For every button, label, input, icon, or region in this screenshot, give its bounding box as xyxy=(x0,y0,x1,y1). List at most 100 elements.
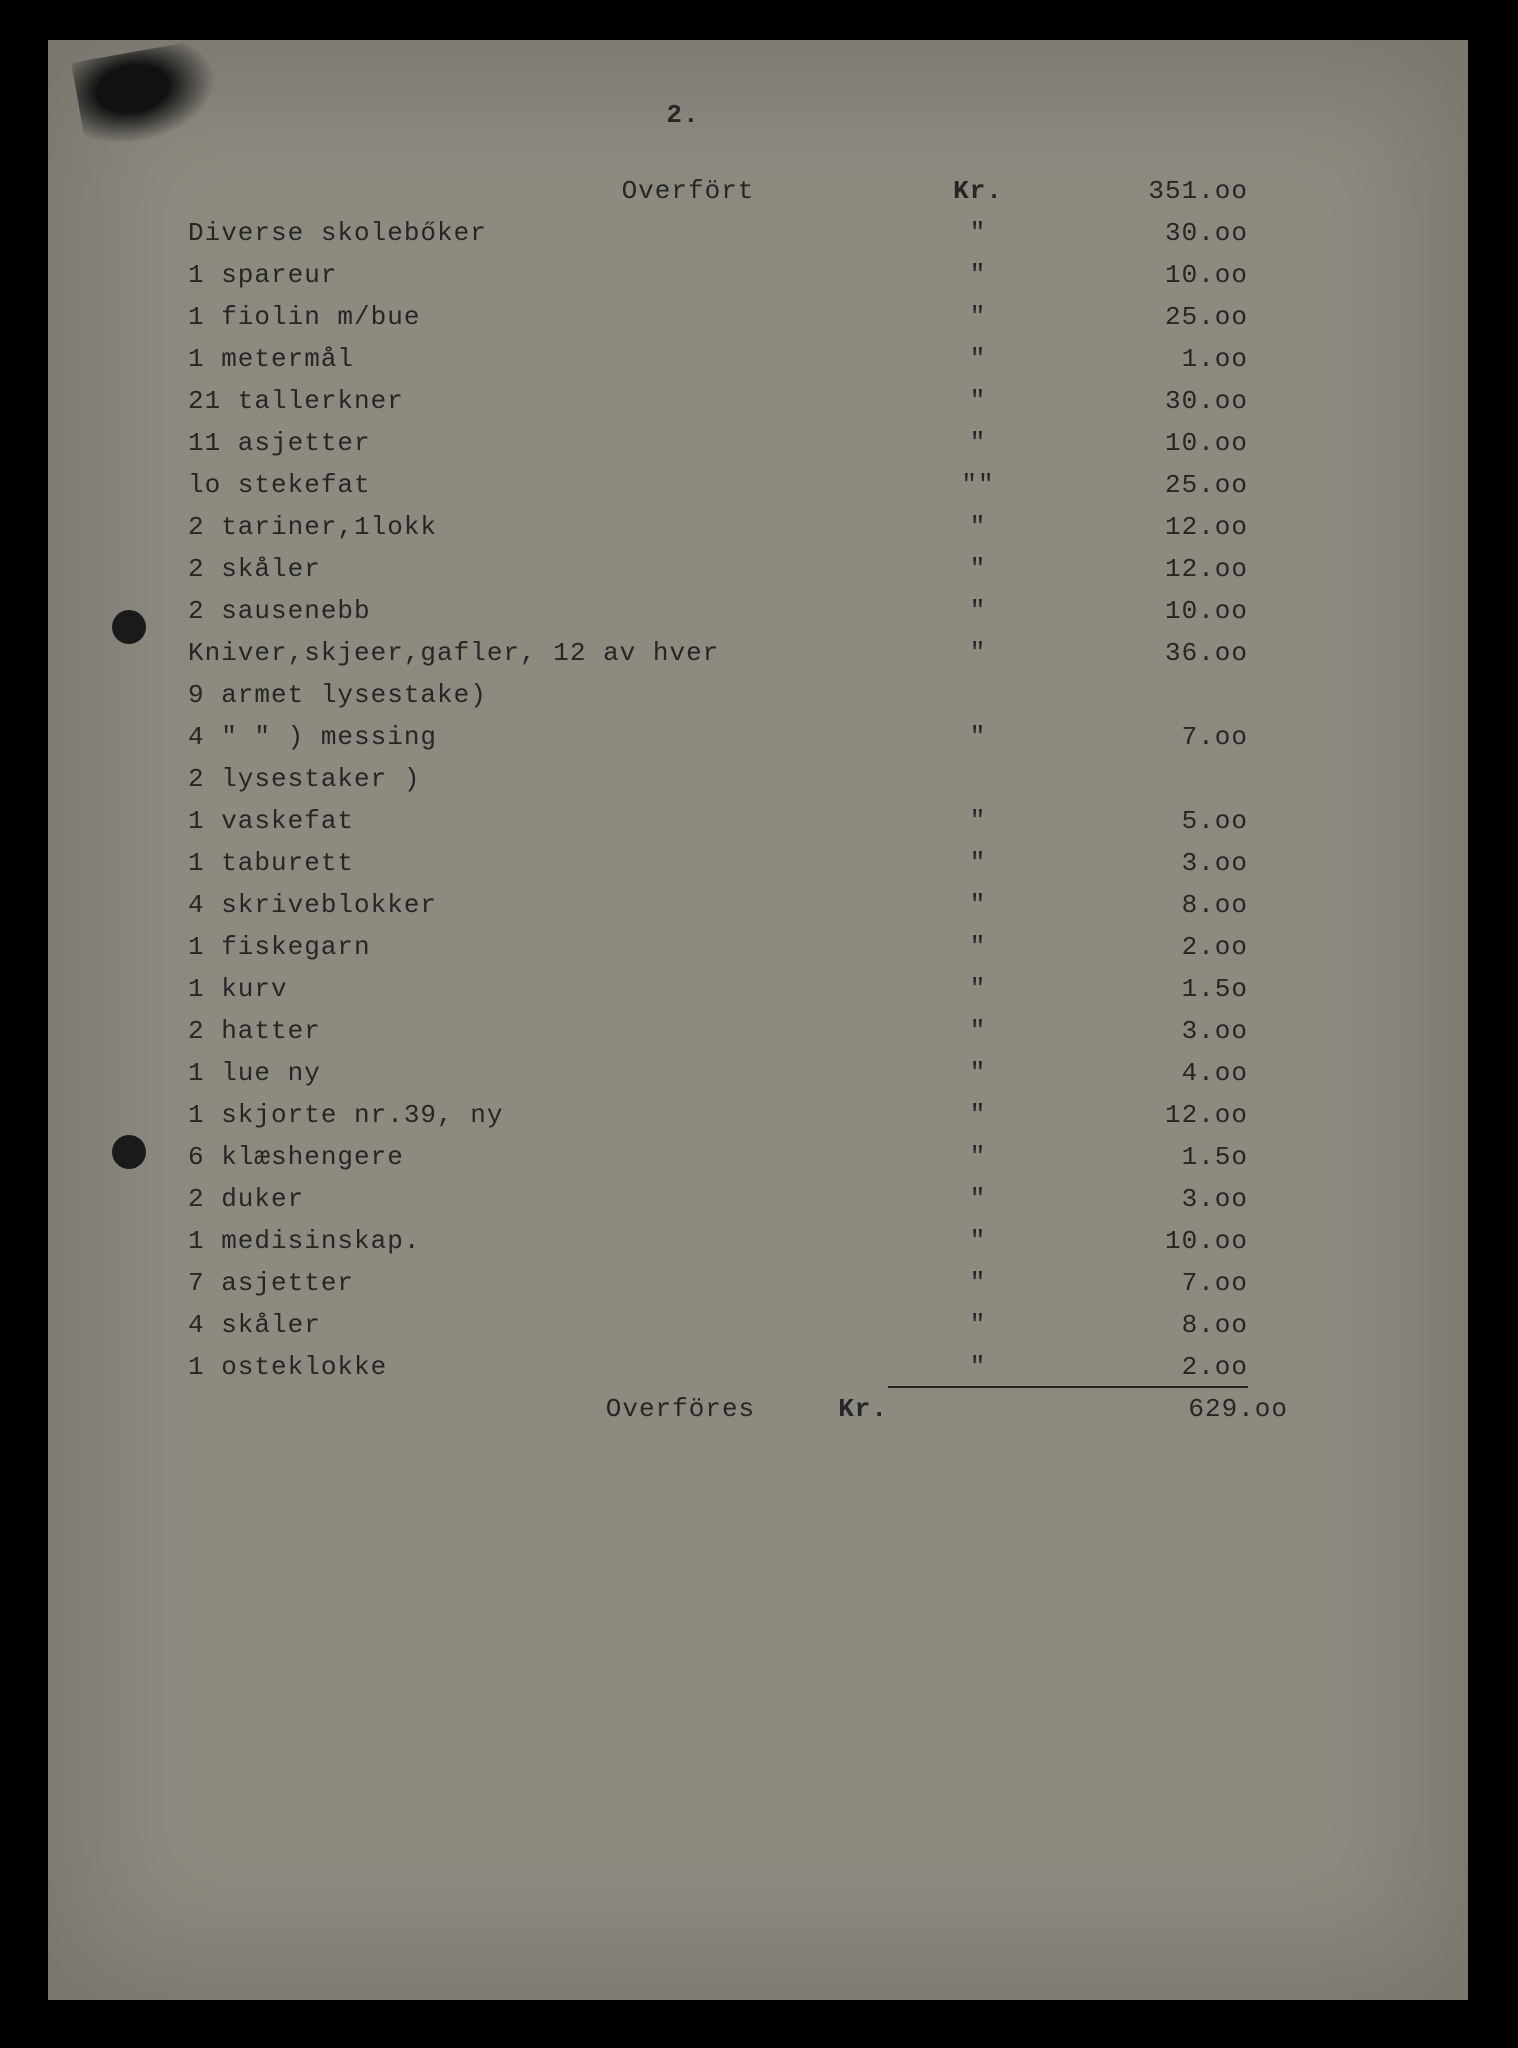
item-row: 1 osteklokke"2.oo xyxy=(188,1346,1378,1388)
item-ditto-mark: " xyxy=(888,254,1068,296)
item-amount: 25.oo xyxy=(1068,464,1248,506)
footer-label-text: Overföres xyxy=(606,1394,755,1424)
item-row: 2 sausenebb"10.oo xyxy=(188,590,1378,632)
item-description: 1 lue ny xyxy=(188,1052,888,1094)
item-ditto-mark: " xyxy=(888,1178,1068,1220)
item-row: 6 klæshengere"1.5o xyxy=(188,1136,1378,1178)
item-ditto-mark: " xyxy=(888,968,1068,1010)
item-row: 2 duker"3.oo xyxy=(188,1178,1378,1220)
item-ditto-mark: "" xyxy=(888,464,1068,506)
item-description: Diverse skolebőker xyxy=(188,212,888,254)
item-amount: 10.oo xyxy=(1068,590,1248,632)
item-row: 1 vaskefat"5.oo xyxy=(188,800,1378,842)
item-amount xyxy=(1068,674,1248,716)
item-row: 2 skåler"12.oo xyxy=(188,548,1378,590)
item-amount: 3.oo xyxy=(1068,842,1248,884)
item-description: 7 asjetter xyxy=(188,1262,888,1304)
header-amount: 351.oo xyxy=(1068,170,1248,212)
item-amount: 5.oo xyxy=(1068,800,1248,842)
item-amount: 10.oo xyxy=(1068,254,1248,296)
item-ditto-mark: " xyxy=(888,548,1068,590)
item-ditto-mark: " xyxy=(888,632,1068,674)
item-description: 2 hatter xyxy=(188,1010,888,1052)
item-amount: 10.oo xyxy=(1068,422,1248,464)
item-description: 1 osteklokke xyxy=(188,1346,888,1388)
item-ditto-mark: " xyxy=(888,1094,1068,1136)
item-description: 2 lysestaker ) xyxy=(188,758,888,800)
item-description: 4 skriveblokker xyxy=(188,884,888,926)
item-amount: 12.oo xyxy=(1068,506,1248,548)
item-ditto-mark: " xyxy=(888,926,1068,968)
punch-hole xyxy=(112,610,146,644)
item-description: 1 taburett xyxy=(188,842,888,884)
item-amount: 12.oo xyxy=(1068,1094,1248,1136)
item-amount: 7.oo xyxy=(1068,716,1248,758)
item-ditto-mark: " xyxy=(888,1220,1068,1262)
item-row: 1 spareur"10.oo xyxy=(188,254,1378,296)
item-amount: 4.oo xyxy=(1068,1052,1248,1094)
item-ditto-mark xyxy=(888,674,1068,716)
item-row: 1 kurv"1.5o xyxy=(188,968,1378,1010)
item-description: 1 skjorte nr.39, ny xyxy=(188,1094,888,1136)
item-row: 1 skjorte nr.39, ny"12.oo xyxy=(188,1094,1378,1136)
item-ditto-mark: " xyxy=(888,338,1068,380)
footer-row: Overföres Kr. 629.oo xyxy=(188,1388,1378,1430)
item-ditto-mark: " xyxy=(888,1010,1068,1052)
item-row: Diverse skolebőker"30.oo xyxy=(188,212,1378,254)
item-row: 4 skåler"8.oo xyxy=(188,1304,1378,1346)
item-ditto-mark: " xyxy=(888,422,1068,464)
item-ditto-mark: " xyxy=(888,380,1068,422)
item-row: 1 taburett"3.oo xyxy=(188,842,1378,884)
item-description: Kniver,skjeer,gafler, 12 av hver xyxy=(188,632,888,674)
item-amount: 36.oo xyxy=(1068,632,1248,674)
item-amount: 30.oo xyxy=(1068,212,1248,254)
item-row: 1 fiolin m/bue"25.oo xyxy=(188,296,1378,338)
item-amount: 2.oo xyxy=(1068,1346,1248,1388)
item-amount: 8.oo xyxy=(1068,884,1248,926)
item-amount: 12.oo xyxy=(1068,548,1248,590)
item-description: 9 armet lysestake) xyxy=(188,674,888,716)
header-row: Overfört Kr. 351.oo xyxy=(188,170,1378,212)
item-ditto-mark: " xyxy=(888,1052,1068,1094)
item-ditto-mark: " xyxy=(888,1346,1068,1388)
item-description: 2 skåler xyxy=(188,548,888,590)
item-description: 2 tariner,1lokk xyxy=(188,506,888,548)
item-description: 1 fiskegarn xyxy=(188,926,888,968)
footer-currency: Kr. xyxy=(838,1394,888,1424)
punch-hole xyxy=(112,1135,146,1169)
item-row: 2 lysestaker ) xyxy=(188,758,1378,800)
header-currency: Kr. xyxy=(888,170,1068,212)
item-amount: 25.oo xyxy=(1068,296,1248,338)
item-description: 1 medisinskap. xyxy=(188,1220,888,1262)
item-amount: 3.oo xyxy=(1068,1010,1248,1052)
item-description: 1 metermål xyxy=(188,338,888,380)
item-ditto-mark: " xyxy=(888,506,1068,548)
item-ditto-mark: " xyxy=(888,1304,1068,1346)
item-amount: 1.oo xyxy=(1068,338,1248,380)
item-description: 1 kurv xyxy=(188,968,888,1010)
item-row: 2 hatter"3.oo xyxy=(188,1010,1378,1052)
header-label: Overfört xyxy=(188,170,888,212)
item-row: 9 armet lysestake) xyxy=(188,674,1378,716)
item-ditto-mark: " xyxy=(888,590,1068,632)
item-description: 4 skåler xyxy=(188,1304,888,1346)
item-description: 1 fiolin m/bue xyxy=(188,296,888,338)
item-row: 7 asjetter"7.oo xyxy=(188,1262,1378,1304)
item-amount xyxy=(1068,758,1248,800)
item-description: 21 tallerkner xyxy=(188,380,888,422)
item-ditto-mark: " xyxy=(888,716,1068,758)
item-description: 4 " " ) messing xyxy=(188,716,888,758)
item-description: 2 sausenebb xyxy=(188,590,888,632)
item-description: 2 duker xyxy=(188,1178,888,1220)
item-ditto-mark: " xyxy=(888,296,1068,338)
item-row: Kniver,skjeer,gafler, 12 av hver"36.oo xyxy=(188,632,1378,674)
item-row: 4 skriveblokker"8.oo xyxy=(188,884,1378,926)
item-description: 6 klæshengere xyxy=(188,1136,888,1178)
item-row: 11 asjetter"10.oo xyxy=(188,422,1378,464)
item-row: 1 metermål"1.oo xyxy=(188,338,1378,380)
item-ditto-mark: " xyxy=(888,842,1068,884)
item-amount: 3.oo xyxy=(1068,1178,1248,1220)
item-row: 2 tariner,1lokk"12.oo xyxy=(188,506,1378,548)
footer-label: Overföres Kr. xyxy=(188,1388,928,1430)
corner-smudge xyxy=(71,39,225,152)
